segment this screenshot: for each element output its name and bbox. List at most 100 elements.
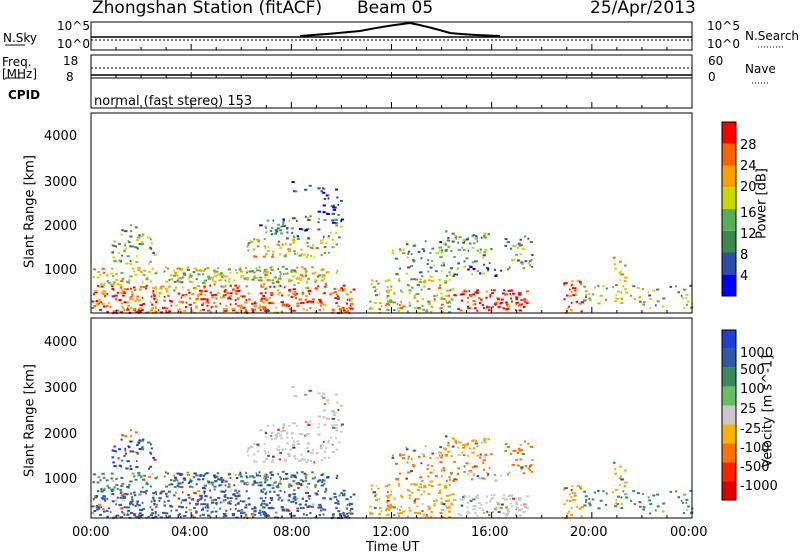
- velocity-pixel: [288, 424, 291, 427]
- power-pixel: [267, 309, 270, 312]
- velocity-pixel: [316, 480, 320, 483]
- velocity-pixel: [126, 506, 130, 509]
- power-pixel: [323, 277, 326, 280]
- power-pixel: [133, 309, 137, 312]
- velocity-pixel: [529, 445, 533, 448]
- power-pixel: [416, 292, 420, 295]
- velocity-pixel: [281, 508, 284, 511]
- power-pixel: [166, 267, 170, 270]
- power-pixel: [447, 236, 450, 239]
- velocity-pixel: [309, 512, 312, 515]
- power-pixel: [179, 308, 181, 311]
- power-pixel: [473, 260, 477, 263]
- power-pixel: [293, 291, 296, 294]
- power-pixel: [195, 306, 198, 309]
- power-pixel: [286, 237, 289, 240]
- velocity-pixel: [384, 485, 388, 488]
- power-pixel: [255, 267, 258, 270]
- power-pixel: [336, 196, 339, 199]
- velocity-pixel: [165, 495, 169, 498]
- power-pixel: [273, 285, 276, 288]
- velocity-pixel: [444, 435, 448, 438]
- power-pixel: [264, 310, 266, 313]
- velocity-pixel: [245, 475, 248, 478]
- power-pixel: [476, 270, 480, 273]
- velocity-pixel: [605, 492, 608, 495]
- power-pixel: [614, 300, 618, 303]
- power-pixel: [291, 239, 296, 242]
- velocity-pixel: [322, 396, 326, 399]
- velocity-pixel: [387, 484, 391, 487]
- velocity-pixel: [491, 497, 494, 500]
- velocity-pixel: [337, 418, 340, 421]
- power-pixel: [435, 252, 439, 255]
- power-pixel: [182, 276, 184, 279]
- velocity-pixel: [179, 482, 182, 485]
- power-pixel: [525, 302, 529, 305]
- power-pixel: [201, 281, 205, 284]
- velocity-pixel: [308, 505, 312, 508]
- power-pixel: [453, 255, 456, 258]
- velocity-pixel: [386, 513, 390, 516]
- power-pixel: [111, 295, 115, 298]
- power-pixel: [195, 298, 199, 301]
- velocity-pixel: [300, 506, 303, 509]
- power-pixel: [331, 238, 334, 241]
- power-pixel: [570, 291, 573, 294]
- velocity-pixel: [473, 474, 475, 477]
- power-pixel: [217, 273, 221, 276]
- velocity-pixel: [572, 499, 576, 502]
- velocity-pixel: [593, 491, 597, 494]
- velocity-pixel: [115, 483, 119, 486]
- power-pixel: [599, 294, 603, 297]
- power-pixel: [98, 298, 102, 301]
- power-pixel: [412, 278, 416, 281]
- velocity-pixel: [335, 429, 339, 432]
- power-pixel: [117, 252, 120, 255]
- velocity-pixel: [112, 449, 116, 452]
- velocity-pixel: [281, 429, 285, 432]
- power-pixel: [280, 310, 284, 313]
- velocity-pixel: [220, 479, 225, 482]
- velocity-pixel: [472, 498, 476, 501]
- velocity-pixel: [302, 480, 305, 483]
- power-pixel: [262, 294, 266, 297]
- power-pixel: [451, 232, 455, 235]
- noise-search-label: N.Search: [745, 29, 800, 43]
- power-pixel: [437, 278, 442, 281]
- power-pixel: [616, 290, 620, 293]
- velocity-pixel: [142, 478, 146, 481]
- power-pixel: [433, 299, 436, 302]
- velocity-pixel: [482, 459, 486, 462]
- power-pixel: [263, 238, 266, 241]
- velocity-pixel: [277, 489, 281, 492]
- velocity-pixel: [408, 506, 411, 509]
- power-pixel: [507, 289, 511, 292]
- power-pixel: [326, 212, 329, 215]
- velocity-pixel: [282, 429, 287, 432]
- power-pixel: [448, 300, 451, 303]
- power-pixel: [349, 304, 352, 307]
- power-pixel: [418, 307, 422, 310]
- power-pixel: [239, 270, 243, 273]
- power-pixel: [370, 307, 374, 310]
- power-pixel: [520, 298, 523, 301]
- power-pixel: [308, 292, 311, 295]
- velocity-pixel: [489, 500, 492, 503]
- velocity-pixel: [307, 482, 311, 485]
- velocity-pixel: [317, 415, 321, 418]
- velocity-pixel: [467, 473, 470, 476]
- velocity-pixel: [256, 450, 260, 453]
- velocity-pixel: [153, 499, 156, 502]
- power-pixel: [255, 269, 260, 272]
- velocity-pixel: [335, 507, 338, 510]
- power-pixel: [100, 292, 104, 295]
- velocity-pixel: [188, 480, 193, 483]
- velocity-pixel: [405, 446, 408, 449]
- power-pixel: [378, 293, 381, 296]
- velocity-pixel: [142, 507, 146, 510]
- power-pixel: [139, 304, 144, 307]
- power-pixel: [410, 253, 413, 256]
- power-pixel: [123, 308, 126, 311]
- velocity-pixel: [179, 513, 181, 516]
